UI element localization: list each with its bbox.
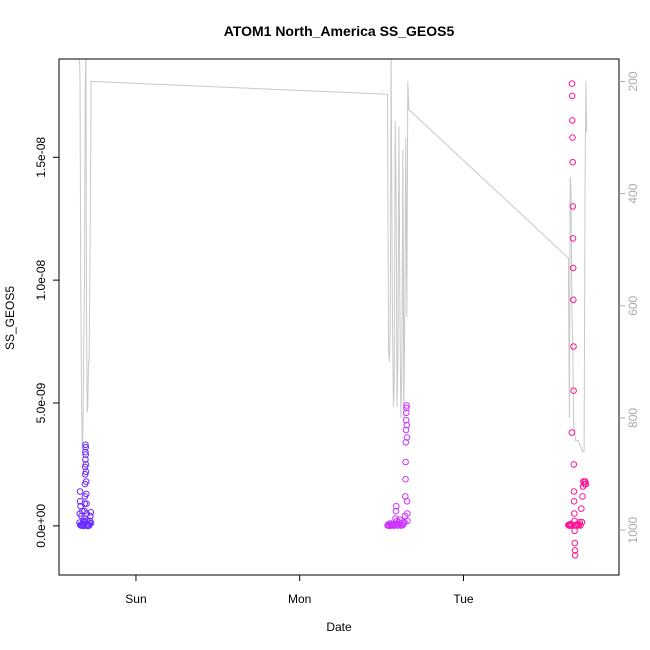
data-point <box>576 518 584 526</box>
data-point <box>87 519 95 527</box>
scatter-series-1 <box>76 441 95 530</box>
data-point <box>82 443 89 451</box>
data-point <box>82 441 89 449</box>
plot-marks <box>76 59 590 559</box>
data-point <box>81 500 88 508</box>
data-point <box>404 510 411 517</box>
data-point <box>568 92 576 100</box>
y-axis-label: SS_GEOS5 <box>3 286 17 350</box>
pressure-tick-label: 200 <box>626 71 640 91</box>
x-tick-label: Mon <box>288 592 311 606</box>
pressure-axis: 200 400 600 800 1000 <box>619 71 640 543</box>
plot-area <box>76 59 590 559</box>
data-point <box>403 498 411 505</box>
data-point <box>569 158 577 166</box>
data-point <box>569 235 577 242</box>
data-point <box>570 488 578 495</box>
data-point <box>578 518 586 526</box>
data-point <box>403 409 410 417</box>
data-point <box>393 502 400 510</box>
pressure-tick-label: 800 <box>626 408 640 428</box>
data-point <box>569 203 577 210</box>
data-point <box>570 461 578 468</box>
data-point <box>403 404 410 412</box>
data-point <box>568 80 576 87</box>
data-point <box>571 539 579 547</box>
data-point <box>579 493 586 500</box>
data-point <box>402 426 410 434</box>
data-point <box>82 448 89 456</box>
data-point <box>87 509 95 516</box>
chart-title: ATOM1 North_America SS_GEOS5 <box>224 23 455 39</box>
data-point <box>403 402 410 409</box>
data-point <box>87 512 94 520</box>
y-axis: 0.0e+00 5.0e-09 1.0e-08 1.5e-08 <box>34 137 59 548</box>
x-axis: Sun Mon Tue <box>125 575 474 606</box>
data-point <box>582 480 590 488</box>
y-tick-label: 0.0e+00 <box>34 504 48 548</box>
data-point <box>402 458 409 466</box>
data-point <box>571 547 579 554</box>
x-axis-label: Date <box>326 620 352 634</box>
data-point <box>570 296 577 304</box>
y-tick-label: 5.0e-09 <box>34 382 48 423</box>
pressure-tick-label: 400 <box>626 183 640 203</box>
data-point <box>568 429 576 436</box>
data-point <box>571 510 578 517</box>
data-point <box>569 117 576 124</box>
data-point <box>578 505 585 513</box>
data-point <box>570 498 578 505</box>
data-point <box>83 490 90 498</box>
data-point <box>82 451 89 458</box>
data-point <box>82 468 90 476</box>
x-tick-label: Sun <box>125 592 146 606</box>
data-point <box>403 434 411 441</box>
scatter-series-3 <box>565 80 590 559</box>
plot-frame <box>58 58 620 576</box>
data-point <box>402 475 409 483</box>
data-point <box>569 264 577 272</box>
data-point <box>569 134 576 141</box>
data-point <box>392 507 400 515</box>
data-point <box>570 343 577 350</box>
pressure-tick-label: 1000 <box>626 516 640 543</box>
y-tick-label: 1.0e-08 <box>34 259 48 300</box>
data-point <box>404 517 411 525</box>
data-point <box>402 416 410 424</box>
pressure-line <box>79 59 588 453</box>
data-point <box>577 522 584 529</box>
y-tick-label: 1.5e-08 <box>34 137 48 178</box>
data-point <box>571 552 579 559</box>
data-point <box>403 421 411 429</box>
data-point <box>76 488 84 495</box>
data-point <box>570 387 577 395</box>
data-point <box>83 500 90 508</box>
scatter-series-2 <box>384 402 411 530</box>
data-point <box>82 461 90 468</box>
data-point <box>582 478 589 485</box>
pressure-tick-label: 600 <box>626 295 640 315</box>
x-tick-label: Tue <box>453 592 474 606</box>
data-point <box>82 478 90 485</box>
data-point <box>82 456 89 463</box>
